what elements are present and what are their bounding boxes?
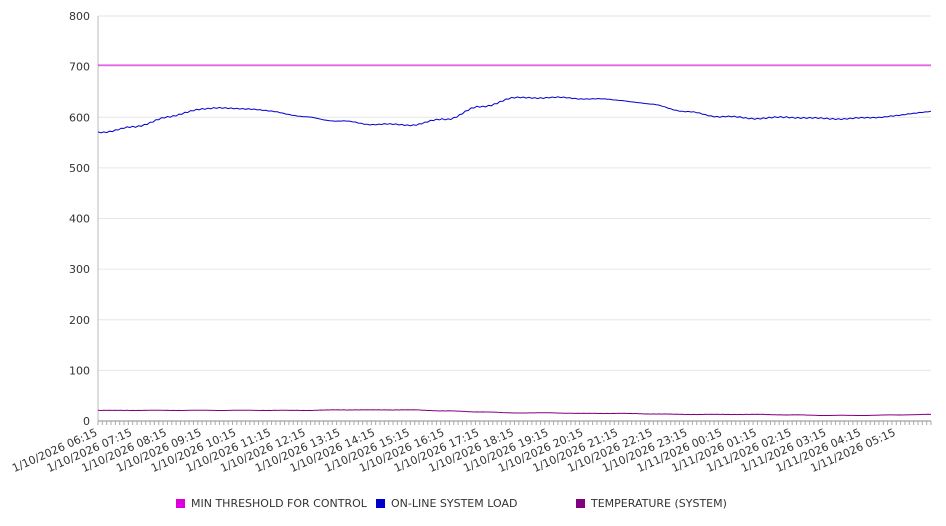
legend-label-temperature: TEMPERATURE (SYSTEM) — [591, 497, 727, 510]
y-tick-label-400: 400 — [69, 213, 90, 226]
legend-label-min-threshold: MIN THRESHOLD FOR CONTROL — [191, 497, 367, 510]
y-tick-label-0: 0 — [83, 415, 90, 428]
y-tick-label-800: 800 — [69, 10, 90, 23]
gridlines — [98, 15, 931, 371]
legend-label-system-load: ON-LINE SYSTEM LOAD — [391, 497, 518, 510]
legend-item-min-threshold: MIN THRESHOLD FOR CONTROL — [176, 497, 367, 510]
x-axis-tick-labels: 1/10/2026 06:151/10/2026 07:151/10/2026 … — [10, 426, 897, 475]
legend-swatch-system-load — [376, 499, 385, 508]
y-tick-label-200: 200 — [69, 314, 90, 327]
legend: MIN THRESHOLD FOR CONTROL ON-LINE SYSTEM… — [0, 497, 946, 515]
y-tick-label-300: 300 — [69, 263, 90, 276]
y-tick-label-500: 500 — [69, 162, 90, 175]
y-axis-tick-labels: 0 100 200 300 400 500 600 700 800 — [69, 10, 90, 428]
axes — [97, 16, 932, 425]
y-tick-label-700: 700 — [69, 61, 90, 74]
y-tick-label-100: 100 — [69, 364, 90, 377]
legend-item-temperature: TEMPERATURE (SYSTEM) — [576, 497, 727, 510]
legend-swatch-min-threshold — [176, 499, 185, 508]
series-line-2 — [97, 409, 932, 416]
legend-item-system-load: ON-LINE SYSTEM LOAD — [376, 497, 517, 510]
series-line-1 — [97, 96, 932, 134]
y-tick-label-600: 600 — [69, 111, 90, 124]
legend-swatch-temperature — [576, 499, 585, 508]
series-lines — [97, 64, 932, 416]
